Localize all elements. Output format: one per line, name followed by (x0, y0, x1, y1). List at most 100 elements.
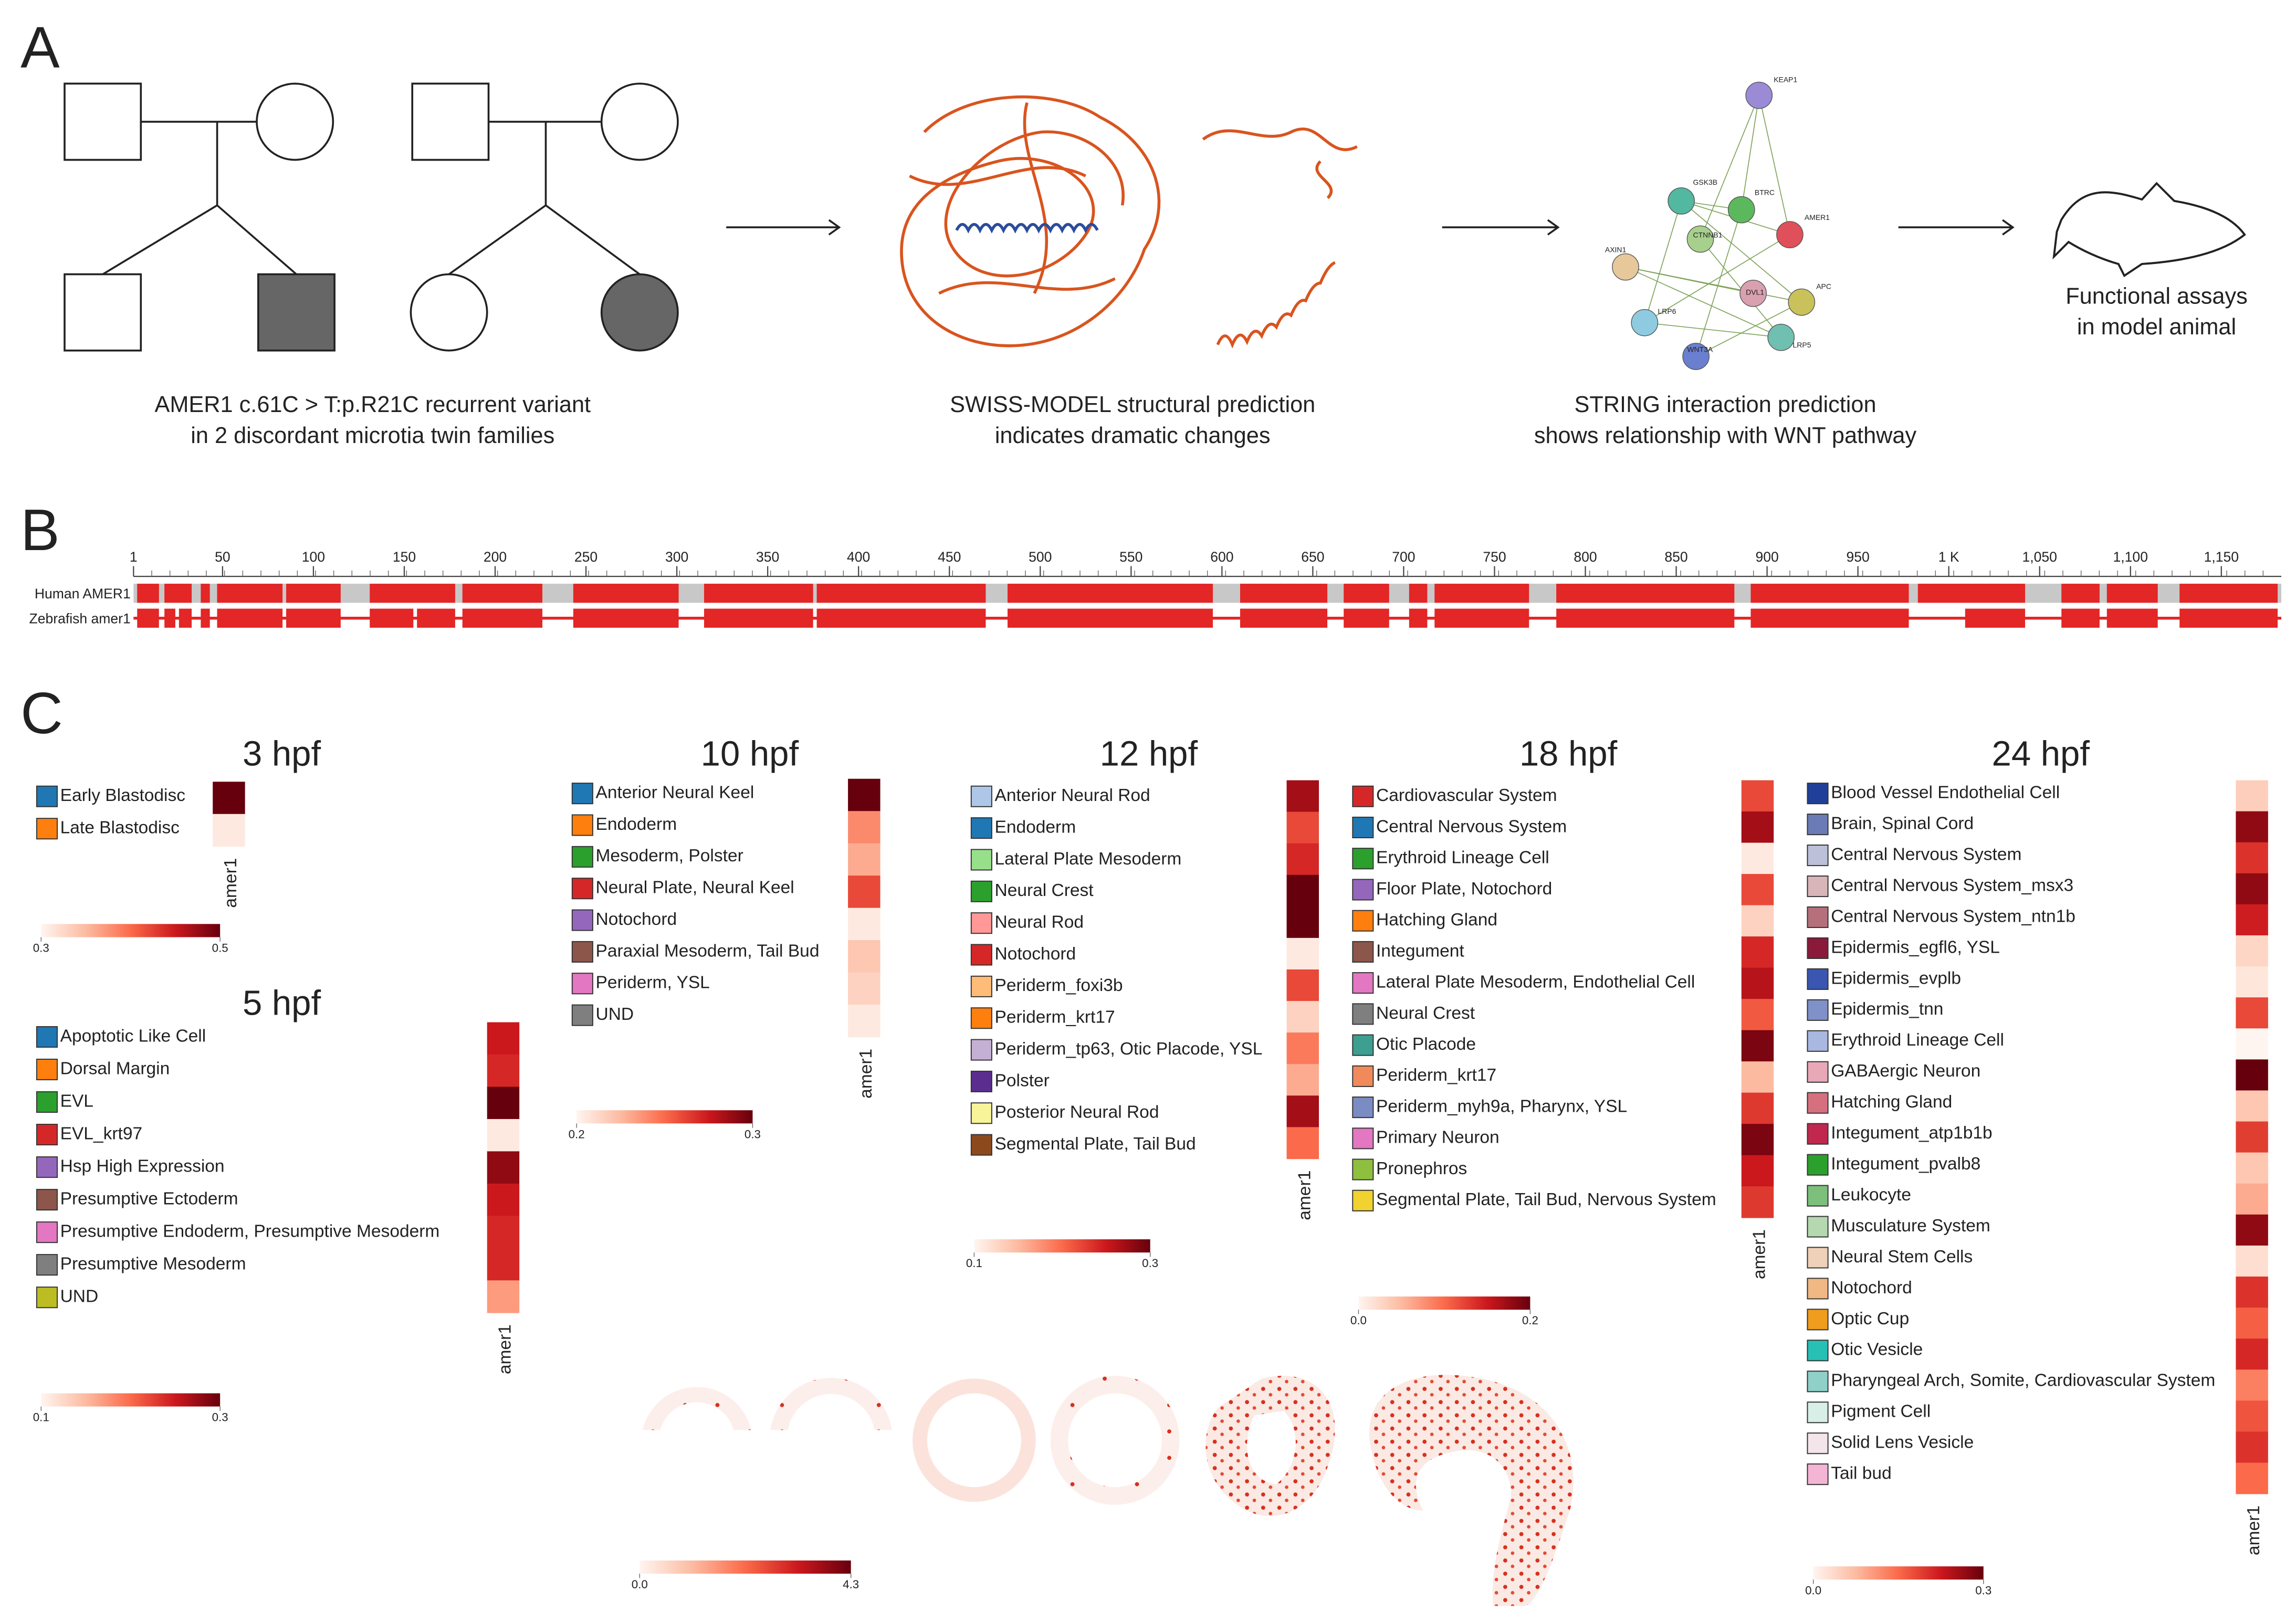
aligned-block (2179, 584, 2278, 603)
legend-label: Pigment Cell (1831, 1402, 1931, 1421)
legend-label: Erythroid Lineage Cell (1376, 848, 1549, 868)
gene-label: amer1 (856, 1049, 876, 1099)
legend-label: Anterior Neural Keel (595, 783, 754, 803)
aligned-block (286, 608, 341, 628)
legend-swatch (1807, 1309, 1829, 1331)
legend-label: Notochord (595, 910, 677, 929)
heatmap-cell (2236, 1369, 2268, 1401)
track-name: Zebrafish amer1 (29, 611, 131, 627)
aligned-block (2061, 608, 2100, 628)
legend-swatch (36, 1254, 58, 1276)
heatmap-cell (1741, 1186, 1774, 1218)
node-label: LRP5 (1793, 341, 1811, 349)
node-label: DVL1 (1746, 288, 1764, 297)
aligned-block (217, 584, 283, 603)
legend-label: Primary Neuron (1376, 1128, 1500, 1147)
legend-swatch (970, 944, 992, 966)
caption: Functional assays (2066, 283, 2248, 309)
aligned-block (1965, 608, 2026, 628)
legend-label: Neural Rod (995, 913, 1084, 932)
node-label: WNT3A (1687, 345, 1713, 354)
colorbar (41, 924, 221, 937)
heatmap-cell (848, 972, 880, 1005)
aligned-block (370, 608, 414, 628)
heatmap-cell (1741, 1061, 1774, 1093)
caption: indicates dramatic changes (995, 423, 1271, 448)
colorbar-label: 0.0 (632, 1578, 648, 1591)
legend-label: Notochord (1831, 1278, 1912, 1298)
x-tick-label: 1,150 (2204, 549, 2239, 565)
legend-label: Central Nervous System (1376, 817, 1567, 836)
heatmap-cell (2236, 780, 2268, 812)
legend-swatch (36, 1058, 58, 1081)
heatmap-cell (1741, 842, 1774, 874)
heatmap-cell (848, 811, 880, 844)
legend-swatch (970, 785, 992, 807)
colorbar-label: 0.3 (745, 1127, 761, 1141)
heatmap-cell (1286, 1127, 1319, 1159)
legend-label: Otic Vesicle (1831, 1340, 1923, 1359)
legend-label: Neural Stem Cells (1831, 1247, 1973, 1267)
legend-label: Endoderm (995, 817, 1076, 837)
legend-label: Notochord (995, 944, 1076, 964)
spatial-embryos (642, 1375, 1574, 1606)
aligned-block (417, 608, 455, 628)
legend-label: Presumptive Ectoderm (60, 1189, 238, 1209)
legend-label: Presumptive Mesoderm (60, 1254, 246, 1274)
legend-swatch (1352, 1158, 1374, 1180)
colorbar-label: 0.5 (212, 941, 228, 954)
panel-label: A (20, 15, 60, 80)
x-tick-label: 1 (130, 549, 138, 565)
heatmap-title: 18 hpf (1519, 734, 1618, 774)
network-labels: KEAP1 GSK3B BTRC AMER1 CTNNB1 AXIN1 APC … (1605, 75, 1831, 353)
legend-label: Epidermis_egfl6, YSL (1831, 937, 2000, 957)
x-tick-label: 50 (215, 549, 230, 565)
heatmap-cell (2236, 1338, 2268, 1370)
x-tick-label: 550 (1119, 549, 1142, 565)
colorbar (974, 1239, 1150, 1253)
legend-label: Periderm_krt17 (995, 1008, 1115, 1027)
helix (955, 223, 1099, 234)
colorbar-label: 0.2 (1522, 1314, 1538, 1327)
colorbar-label: 0.2 (569, 1127, 585, 1141)
legend-label: Paraxial Mesoderm, Tail Bud (595, 941, 819, 961)
legend-swatch (1352, 785, 1374, 807)
legend-label: Lateral Plate Mesoderm (995, 849, 1182, 869)
legend-swatch (1807, 845, 1829, 867)
legend-label: Hsp High Expression (60, 1156, 225, 1176)
heatmap-cell (1286, 1001, 1319, 1033)
pedigree (64, 82, 679, 352)
aligned-block (201, 584, 210, 603)
legend-label: Pronephros (1376, 1159, 1467, 1178)
heatmap-cell (848, 843, 880, 876)
heatmap-cell (1286, 906, 1319, 938)
legend-label: Pharyngeal Arch, Somite, Cardiovascular … (1831, 1371, 2215, 1390)
legend-swatch (36, 1189, 58, 1211)
heatmap-cell (487, 1119, 520, 1152)
legend-swatch (1352, 910, 1374, 932)
protein-structure (900, 95, 1358, 349)
heatmap-cell (1286, 1095, 1319, 1128)
colorbar (576, 1110, 753, 1124)
legend-swatch (36, 1286, 58, 1309)
aligned-block (2106, 584, 2158, 603)
heatmap-cell (2236, 1152, 2268, 1184)
legend-label: Early Blastodisc (60, 786, 185, 805)
legend-label: Periderm_myh9a, Pharynx, YSL (1376, 1096, 1627, 1116)
aligned-block (1344, 584, 1389, 603)
aligned-block (2106, 608, 2158, 628)
legend-swatch (1807, 906, 1829, 929)
node-label: CTNNB1 (1693, 231, 1723, 239)
legend-swatch (1352, 1003, 1374, 1025)
legend-swatch (1352, 1189, 1374, 1211)
heatmap-cell (2236, 1462, 2268, 1494)
legend-swatch (970, 1070, 992, 1092)
legend-label: Musculature System (1831, 1216, 1990, 1236)
legend-swatch (1807, 1340, 1829, 1362)
heatmap-cell (2236, 811, 2268, 843)
legend-swatch (571, 909, 593, 931)
x-tick-label: 450 (938, 549, 961, 565)
legend-swatch (1807, 968, 1829, 990)
aligned-block (816, 584, 986, 603)
aligned-block (1434, 608, 1529, 628)
